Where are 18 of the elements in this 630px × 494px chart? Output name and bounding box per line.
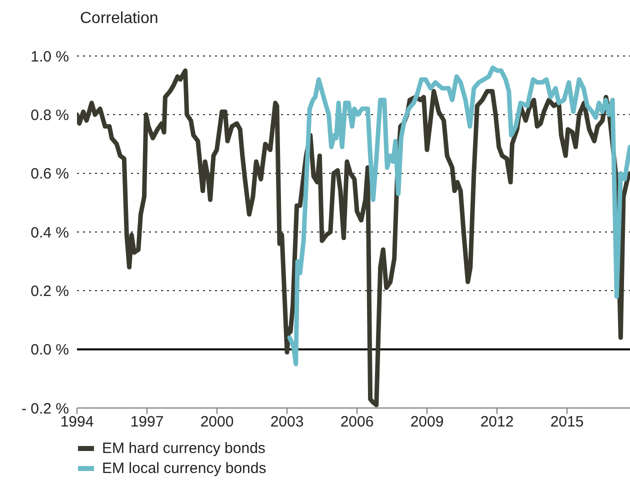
y-axis-title: Correlation bbox=[80, 10, 158, 28]
line-series bbox=[77, 68, 630, 408]
y-tick-label: 0.4 % bbox=[30, 224, 69, 242]
x-tick-label: 2015 bbox=[550, 414, 584, 431]
legend-label: EM hard currency bonds bbox=[102, 440, 266, 456]
legend-label: EM local currency bonds bbox=[102, 460, 266, 476]
line-series bbox=[287, 65, 630, 366]
y-tick-label: 0.6 % bbox=[30, 166, 69, 183]
x-tick-label: 2006 bbox=[340, 414, 374, 431]
y-tick-label: 0.0 % bbox=[30, 342, 69, 359]
y-tick-label: 0.2 % bbox=[30, 282, 69, 300]
x-tick-label: 1997 bbox=[130, 414, 164, 431]
y-tick-label: 1.0 % bbox=[30, 48, 69, 66]
x-tick-label: 2003 bbox=[270, 414, 304, 431]
x-tick-label: 2012 bbox=[480, 414, 514, 431]
x-tick-label: 2000 bbox=[200, 414, 234, 431]
y-tick-label: 0.8 % bbox=[30, 106, 69, 124]
x-tick-label: 2009 bbox=[410, 414, 444, 431]
